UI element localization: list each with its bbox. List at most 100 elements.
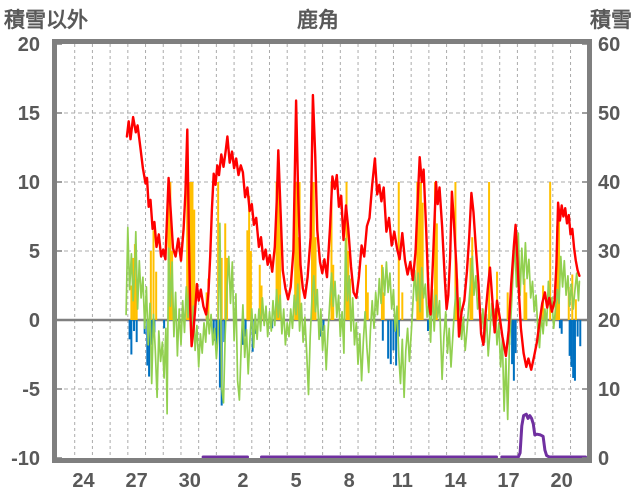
blue-bars-bar — [558, 320, 561, 329]
blue-bars-bar — [560, 320, 563, 334]
blue-bars-bar — [514, 320, 517, 354]
x-tick-label: 8 — [344, 470, 355, 492]
y-right-tick-label: 30 — [598, 241, 620, 263]
page-title: 鹿角 — [297, 8, 339, 32]
blue-bars-bar — [426, 320, 429, 332]
sunshine-bars-bar — [330, 182, 333, 320]
sunshine-bars-bar — [421, 202, 424, 320]
temperature-line-path — [125, 93, 581, 371]
sunshine-bars-bar — [314, 237, 317, 320]
blue-bars-bar — [223, 320, 226, 343]
sunshine-bars-bar — [191, 182, 194, 320]
sunshine-bars-bar — [277, 182, 280, 320]
blue-bars-bar — [244, 320, 247, 337]
x-tick-label: 24 — [72, 470, 95, 492]
blue-bars-bar — [148, 320, 151, 377]
sunshine-bars-bar — [382, 292, 385, 320]
blue-bars-bar — [163, 320, 166, 329]
y-left-tick-label: 0 — [29, 310, 40, 332]
sunshine-bars-bar — [488, 182, 491, 320]
x-tick-label: 20 — [551, 470, 573, 492]
sunshine-bars-bar — [523, 278, 526, 320]
y-right-tick-label: 0 — [598, 448, 609, 470]
green-line — [125, 222, 581, 421]
sunshine-bars-bar — [152, 230, 155, 320]
sunshine-bars-bar — [549, 182, 552, 320]
sunshine-bars-bar — [220, 257, 223, 320]
series-layer — [125, 93, 587, 458]
plot-frame — [52, 39, 592, 463]
sunshine-bars-bar — [217, 182, 220, 320]
x-tick-label: 2 — [237, 470, 248, 492]
blue-bars-bar — [568, 320, 571, 356]
x-tick-label: 11 — [392, 470, 413, 492]
sunshine-bars-bar — [556, 226, 559, 320]
sunshine-bars-bar — [435, 223, 438, 320]
sunshine-bars-bar — [149, 251, 152, 320]
sunshine-bars-bar — [155, 271, 158, 320]
snow-depth-line — [201, 412, 587, 458]
sunshine-bars-bar — [419, 182, 422, 320]
y-left-tick-label: 10 — [18, 172, 40, 194]
blue-bars-bar — [579, 320, 582, 347]
blue-bars-bar — [570, 320, 573, 367]
blue-bars-bar — [512, 320, 515, 381]
blue-bars-bar — [133, 320, 136, 332]
sunshine-bars-bar — [294, 182, 297, 320]
blue-bars-bar — [241, 320, 244, 345]
sunshine-bars-bar — [246, 230, 249, 320]
sunshine-bars-bar — [297, 237, 300, 320]
y-right-tick-label: 10 — [598, 379, 620, 401]
sunshine-bars-bar — [496, 271, 499, 320]
x-tick-label: 30 — [179, 470, 201, 492]
sunshine-bars-bar — [295, 182, 298, 320]
y-left-tick-label: 5 — [29, 241, 40, 263]
sunshine-bars-bar — [312, 182, 315, 320]
sunshine-bars-bar — [418, 182, 421, 320]
y-left-tick-label: -10 — [11, 448, 40, 470]
y-right-tick-label: 60 — [598, 34, 620, 56]
blue-bars-bar — [397, 320, 400, 337]
blue-bars-bar — [387, 320, 390, 359]
green-line-path — [125, 222, 581, 421]
blue-bars-bar — [573, 320, 576, 381]
sunshine-bars-bar — [558, 220, 561, 320]
sunshine-bars-bar — [189, 182, 192, 320]
right-axis-title: 積雪 — [590, 9, 632, 32]
sunshine-bars-bar — [186, 182, 189, 320]
blue-bars-bar — [135, 320, 138, 343]
snow-depth-line-path — [500, 412, 587, 458]
x-tick-label: 17 — [497, 470, 519, 492]
sunshine-bars-bar — [401, 292, 404, 320]
sunshine-bars-bar — [279, 209, 282, 320]
y-left-tick-label: 20 — [18, 34, 40, 56]
blue-bars-bar — [511, 320, 514, 365]
y-left-tick-label: -5 — [22, 379, 40, 401]
blue-bars-bar — [389, 320, 392, 365]
sunshine-bars-bar — [275, 182, 278, 320]
sunshine-bars-bar — [224, 223, 227, 320]
x-tick-label: 27 — [126, 470, 148, 492]
sunshine-bars-bar — [525, 292, 528, 320]
y-left-tick-label: 15 — [18, 103, 40, 125]
sunshine-bars-bar — [416, 182, 419, 320]
sunshine-bars-bar — [366, 292, 369, 320]
blue-bars-bar — [572, 320, 575, 378]
blue-bars-bar — [218, 320, 221, 388]
blue-bars-bar — [395, 320, 398, 366]
y-right-tick-label: 20 — [598, 310, 620, 332]
blue-bars-bar — [130, 320, 133, 355]
blue-bars-bar — [322, 320, 325, 332]
blue-bars-bar — [128, 320, 131, 340]
left-axis-title: 積雪以外 — [4, 8, 88, 32]
y-right-tick-label: 50 — [598, 103, 620, 125]
x-tick-label: 14 — [444, 470, 467, 492]
sunshine-bars-bar — [574, 299, 577, 320]
blue-bars-bar — [150, 320, 153, 345]
sunshine-bars-bar — [506, 292, 509, 320]
sunshine-bars-bar — [471, 237, 474, 320]
blue-bars-bar — [392, 320, 395, 351]
temperature-line — [125, 93, 581, 371]
